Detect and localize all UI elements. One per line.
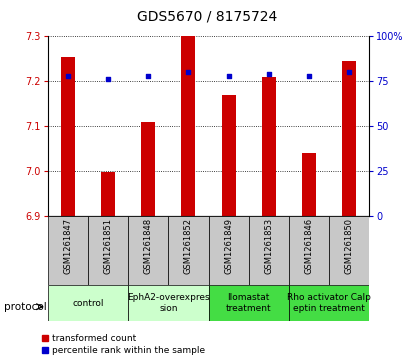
Bar xyxy=(249,216,289,285)
Bar xyxy=(61,57,75,216)
Bar xyxy=(289,216,329,285)
Point xyxy=(64,73,71,79)
Text: GSM1261852: GSM1261852 xyxy=(184,218,193,274)
Text: GSM1261848: GSM1261848 xyxy=(144,218,153,274)
Text: Ilomastat
treatment: Ilomastat treatment xyxy=(226,293,271,313)
Text: control: control xyxy=(72,299,104,307)
Bar xyxy=(342,61,356,216)
Bar xyxy=(101,172,115,216)
Text: GDS5670 / 8175724: GDS5670 / 8175724 xyxy=(137,9,278,23)
Bar xyxy=(289,285,369,321)
Bar xyxy=(329,216,369,285)
Bar xyxy=(209,216,249,285)
Bar xyxy=(88,216,128,285)
Point xyxy=(105,77,111,82)
Text: protocol: protocol xyxy=(4,302,47,312)
Bar xyxy=(48,216,88,285)
Text: Rho activator Calp
eptin treatment: Rho activator Calp eptin treatment xyxy=(287,293,371,313)
Point xyxy=(266,71,272,77)
Bar xyxy=(302,153,316,216)
Point xyxy=(185,69,192,75)
Bar xyxy=(128,216,168,285)
Text: GSM1261846: GSM1261846 xyxy=(305,218,314,274)
Bar xyxy=(141,122,155,216)
Bar xyxy=(262,77,276,216)
Bar xyxy=(181,36,195,216)
Text: GSM1261850: GSM1261850 xyxy=(345,218,354,274)
Text: GSM1261849: GSM1261849 xyxy=(224,218,233,274)
Legend: transformed count, percentile rank within the sample: transformed count, percentile rank withi… xyxy=(38,331,209,359)
Point xyxy=(145,73,151,79)
Point xyxy=(306,73,312,79)
Text: GSM1261853: GSM1261853 xyxy=(264,218,273,274)
Bar xyxy=(168,216,209,285)
Bar xyxy=(128,285,209,321)
Text: GSM1261847: GSM1261847 xyxy=(63,218,72,274)
Text: EphA2-overexpres
sion: EphA2-overexpres sion xyxy=(127,293,210,313)
Bar xyxy=(209,285,289,321)
Point xyxy=(225,73,232,79)
Bar xyxy=(222,95,236,216)
Text: GSM1261851: GSM1261851 xyxy=(103,218,112,274)
Bar xyxy=(48,285,128,321)
Point xyxy=(346,69,353,75)
